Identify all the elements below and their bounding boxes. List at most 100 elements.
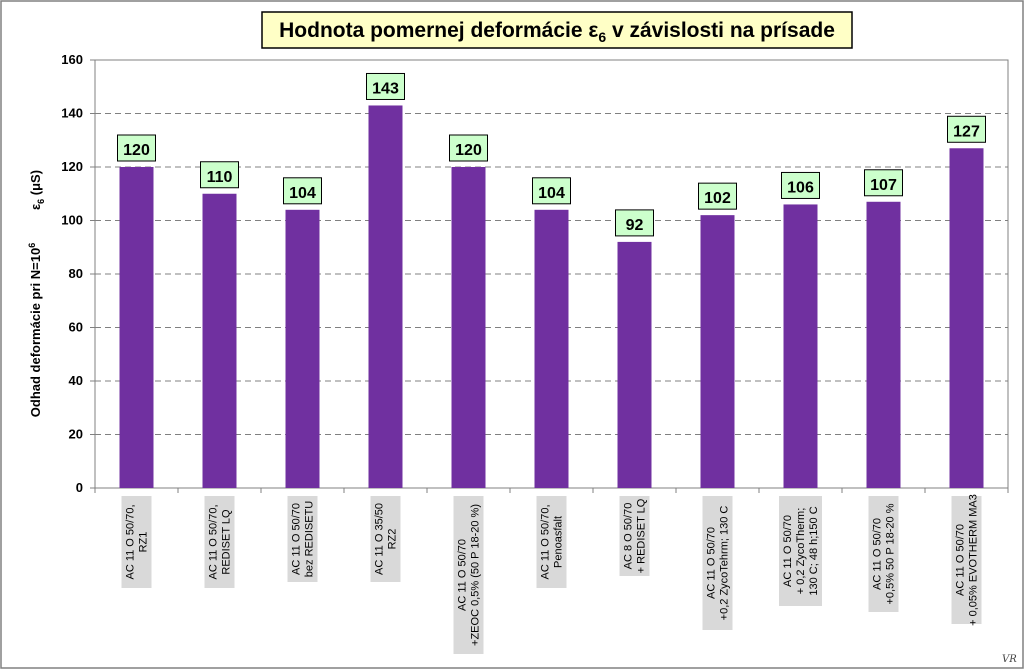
- bar: [202, 193, 237, 488]
- y-tick-label: 40: [69, 373, 83, 388]
- x-tick-label-bg: [287, 496, 318, 582]
- data-label-box: [117, 134, 156, 162]
- y-tick-label: 80: [69, 266, 83, 281]
- x-tick-label-line: AC 11 O 50/70: [291, 503, 303, 575]
- x-tick-label-line: AC 11 O 50/70: [457, 539, 469, 611]
- x-tick-label-line: +0,2 ZycoTehrm; 130 C: [719, 506, 731, 621]
- x-tick-label: AC 11 O 50/70 +0,2 ZycoTehrm; 130 C: [702, 496, 733, 630]
- x-tick-label-line: +0,5% 50 P 18-20 %: [885, 503, 897, 604]
- x-tick-label-line: AC 8 O 50/70: [623, 503, 635, 570]
- x-tick-label: AC 11 O 50/70 bez REDISETU: [287, 496, 318, 582]
- chart-title-text: Hodnota pomernej deformácie ε6 v závislo…: [279, 19, 835, 45]
- x-tick-label-bg: [536, 496, 567, 588]
- data-label-box: [283, 177, 322, 205]
- bar: [700, 215, 735, 488]
- data-label: 110: [207, 169, 233, 186]
- x-tick-label: AC 11 O 50/70 +0,5% 50 P 18-20 %: [868, 496, 899, 612]
- data-label: 102: [704, 190, 731, 207]
- y-tick-label: 20: [69, 427, 83, 442]
- x-tick-label: AC 11 O 50/70 + 0,2 ZycoTherm; 130 C; 48 h…: [779, 496, 822, 606]
- data-label-box: [698, 182, 737, 210]
- x-tick-label-bg: [619, 496, 650, 576]
- value-labels: 120 110 104 143 120 104 92 102 106 107 127: [117, 72, 986, 237]
- data-label: 143: [372, 80, 399, 97]
- x-tick-label-line: AC 11 O 50/70,: [208, 504, 220, 579]
- x-tick-label: AC 8 O 50/70 + REDISET LQ: [619, 496, 650, 576]
- x-tick-label-line: + REDISET LQ: [636, 498, 648, 573]
- x-tick-label-bg: [453, 496, 484, 654]
- x-tick-label: AC 11 O 50/70 + 0,05% EVOTHERM MA3: [951, 494, 982, 626]
- x-tick-label-bg: [779, 496, 822, 606]
- x-tick-label-line: bez REDISETU: [304, 501, 316, 577]
- data-label-box: [947, 115, 986, 143]
- y-axis-unit-text: ε6 (μS): [28, 170, 46, 210]
- x-tick-label-line: +ZEOC 0,5% (50 P 18-20 %): [470, 504, 482, 646]
- data-label: 106: [787, 179, 814, 196]
- data-label-box: [781, 171, 820, 199]
- bar: [866, 201, 901, 488]
- y-tick-label: 120: [61, 159, 83, 174]
- data-label: 92: [626, 217, 644, 234]
- bar: [285, 209, 320, 489]
- x-tick-label-line: AC 11 O 50/70,: [125, 504, 137, 579]
- x-tick-label-line: REDISET LQ: [221, 509, 233, 575]
- data-label-box: [200, 161, 239, 189]
- data-label-box: [366, 72, 405, 100]
- bars: [119, 105, 984, 489]
- y-tick-label: 160: [61, 52, 83, 67]
- data-label: 120: [123, 142, 150, 159]
- data-label-box: [449, 134, 488, 162]
- signature: VR: [1002, 654, 1017, 665]
- x-tick-label-line: Penoasfalt: [553, 516, 565, 568]
- y-axis-ticks: 0 20 40 60 80 100 120 140 160: [61, 52, 95, 495]
- x-tick-label: AC 11 O 50/70, RZ1: [121, 496, 152, 588]
- x-tick-label: AC 11 O 35/50 RZ2: [370, 496, 401, 582]
- x-tick-label-bg: [121, 496, 152, 588]
- x-tick-label: AC 11 O 50/70 +ZEOC 0,5% (50 P 18-20 %): [453, 496, 484, 654]
- x-tick-label-line: + 0,05% EVOTHERM MA3: [968, 494, 980, 626]
- bar: [119, 167, 154, 488]
- chart-title: Hodnota pomernej deformácie ε6 v závislo…: [261, 11, 853, 49]
- x-tick-label-line: RZ1: [138, 532, 150, 553]
- category-labels: AC 11 O 50/70, RZ1 AC 11 O 50/70, REDISET L…: [94, 488, 1009, 654]
- y-axis-label-text: Odhad deformácie pri N=106: [27, 243, 43, 417]
- x-tick-label-bg: [370, 496, 401, 582]
- y-tick-label: 0: [76, 480, 83, 495]
- x-tick-label-bg: [204, 496, 235, 588]
- y-tick-label: 100: [61, 213, 83, 228]
- x-tick-label-line: AC 11 O 35/50: [374, 503, 386, 575]
- bar: [949, 148, 984, 488]
- bar: [617, 241, 652, 488]
- x-tick-label-bg: [868, 496, 899, 612]
- x-tick-label-bg: [951, 496, 982, 624]
- x-tick-label-line: AC 11 O 50/70,: [540, 504, 552, 579]
- data-label: 104: [538, 185, 565, 202]
- x-tick-label-line: AC 11 O 50/70: [955, 524, 967, 596]
- y-tick-label: 140: [61, 106, 83, 121]
- x-tick-label-line: RZ2: [387, 529, 399, 550]
- x-tick-label-line: + 0,2 ZycoTherm;: [795, 508, 807, 595]
- y-tick-label: 60: [69, 320, 83, 335]
- data-label: 107: [870, 177, 897, 194]
- bar: [451, 167, 486, 488]
- bar: [534, 209, 569, 489]
- data-label: 127: [953, 123, 980, 140]
- bar: [368, 105, 403, 488]
- x-tick-label-line: AC 11 O 50/70: [706, 527, 718, 599]
- y-axis-label: Odhad deformácie pri N=106 ε6 (μS): [27, 170, 46, 417]
- x-tick-label-line: AC 11 O 50/70: [872, 518, 884, 590]
- chart-title-box: [261, 11, 853, 49]
- x-tick-label: AC 11 O 50/70, Penoasfalt: [536, 496, 567, 588]
- data-label-box: [532, 177, 571, 205]
- x-tick-label-line: AC 11 O 50/70: [782, 515, 794, 587]
- data-label-box: [615, 209, 654, 237]
- x-tick-label: AC 11 O 50/70, REDISET LQ: [204, 496, 235, 588]
- x-tick-label-bg: [702, 496, 733, 630]
- data-label: 104: [289, 185, 316, 202]
- data-label-box: [864, 169, 903, 197]
- bar: [783, 204, 818, 488]
- data-label: 120: [455, 142, 482, 159]
